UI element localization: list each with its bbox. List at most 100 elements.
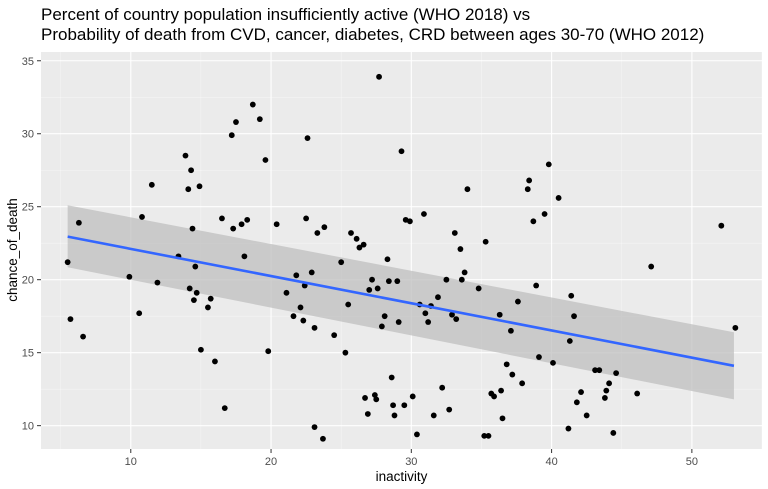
data-point [182,152,189,159]
data-point [491,393,497,400]
data-point [451,230,458,236]
data-point [219,215,225,222]
data-points [64,73,739,442]
data-point [373,396,380,403]
y-tick-label: 20 [22,275,34,287]
data-point [509,371,516,378]
data-point [573,399,580,406]
data-point [321,224,328,231]
data-point [198,346,204,353]
data-point [126,273,133,280]
data-point [583,412,590,419]
data-point [568,292,575,299]
data-point [374,285,381,292]
data-point [435,294,441,301]
data-point [230,225,237,232]
data-point [565,425,572,432]
data-point [293,272,300,279]
data-point [238,221,245,228]
data-point [196,183,203,190]
data-point [390,402,396,409]
data-point [524,186,531,193]
data-point [320,435,326,442]
data-point [75,219,82,226]
data-point [461,269,468,276]
data-point [475,285,482,292]
y-tick-label: 15 [22,348,34,360]
data-point [571,313,577,320]
data-point [192,263,199,270]
data-point [348,230,354,236]
data-point [283,289,290,296]
data-point [732,324,739,331]
data-point [80,333,86,340]
data-point [228,132,235,139]
data-point [545,161,552,168]
data-point [342,349,349,356]
chart-title-line-1: Percent of country population insufficie… [41,5,530,24]
data-point [421,211,427,217]
data-point [530,218,537,225]
x-tick-label: 20 [265,456,277,468]
data-point [304,135,311,142]
data-point [369,276,375,283]
data-point [364,411,371,417]
data-point [555,195,562,201]
data-point [212,358,218,365]
data-point [446,406,453,413]
data-point [385,278,392,285]
x-axis-ticks: 10 20 30 40 50 [125,449,698,468]
data-point [371,392,378,398]
data-point [550,359,556,366]
y-tick-label: 35 [22,56,34,68]
data-point [648,263,655,270]
data-point [526,177,533,184]
data-point [499,415,506,422]
data-point [422,310,429,317]
data-point [634,390,641,397]
data-point [439,384,446,391]
trend-line [67,235,735,368]
data-point [498,387,504,394]
y-axis-label: chance_of_death [5,198,20,302]
data-point [64,259,71,266]
data-point [596,367,603,374]
x-axis-label: inactivity [376,469,428,484]
data-point [407,218,413,225]
data-point [536,354,542,360]
data-point [394,278,401,285]
x-tick-label: 50 [686,456,698,468]
data-point [189,225,196,232]
data-point [541,211,548,217]
data-point [482,238,489,245]
data-point [362,395,368,401]
y-tick-label: 25 [22,202,34,214]
data-point [384,256,391,263]
data-point [273,221,280,228]
data-point [481,432,488,439]
data-point [458,276,465,283]
data-point [300,317,307,324]
data-point [290,313,297,320]
data-point [360,241,367,248]
data-point [398,148,405,155]
data-point [443,276,450,283]
data-point [262,157,269,163]
data-point [345,301,352,308]
data-point [366,287,373,293]
x-tick-label: 40 [545,456,557,468]
y-axis-ticks: 10 15 20 25 30 35 [22,56,41,433]
data-point [353,235,360,242]
data-point [578,389,584,395]
data-point [464,186,471,193]
data-point [190,297,197,304]
data-point [606,380,613,387]
data-point [409,393,416,400]
data-point [613,370,620,377]
data-point [186,285,193,292]
data-point [221,405,228,412]
data-point [381,313,388,320]
chart-title-line-2: Probability of death from CVD, cancer, d… [41,25,704,44]
data-point [485,432,492,439]
data-point [718,222,725,229]
